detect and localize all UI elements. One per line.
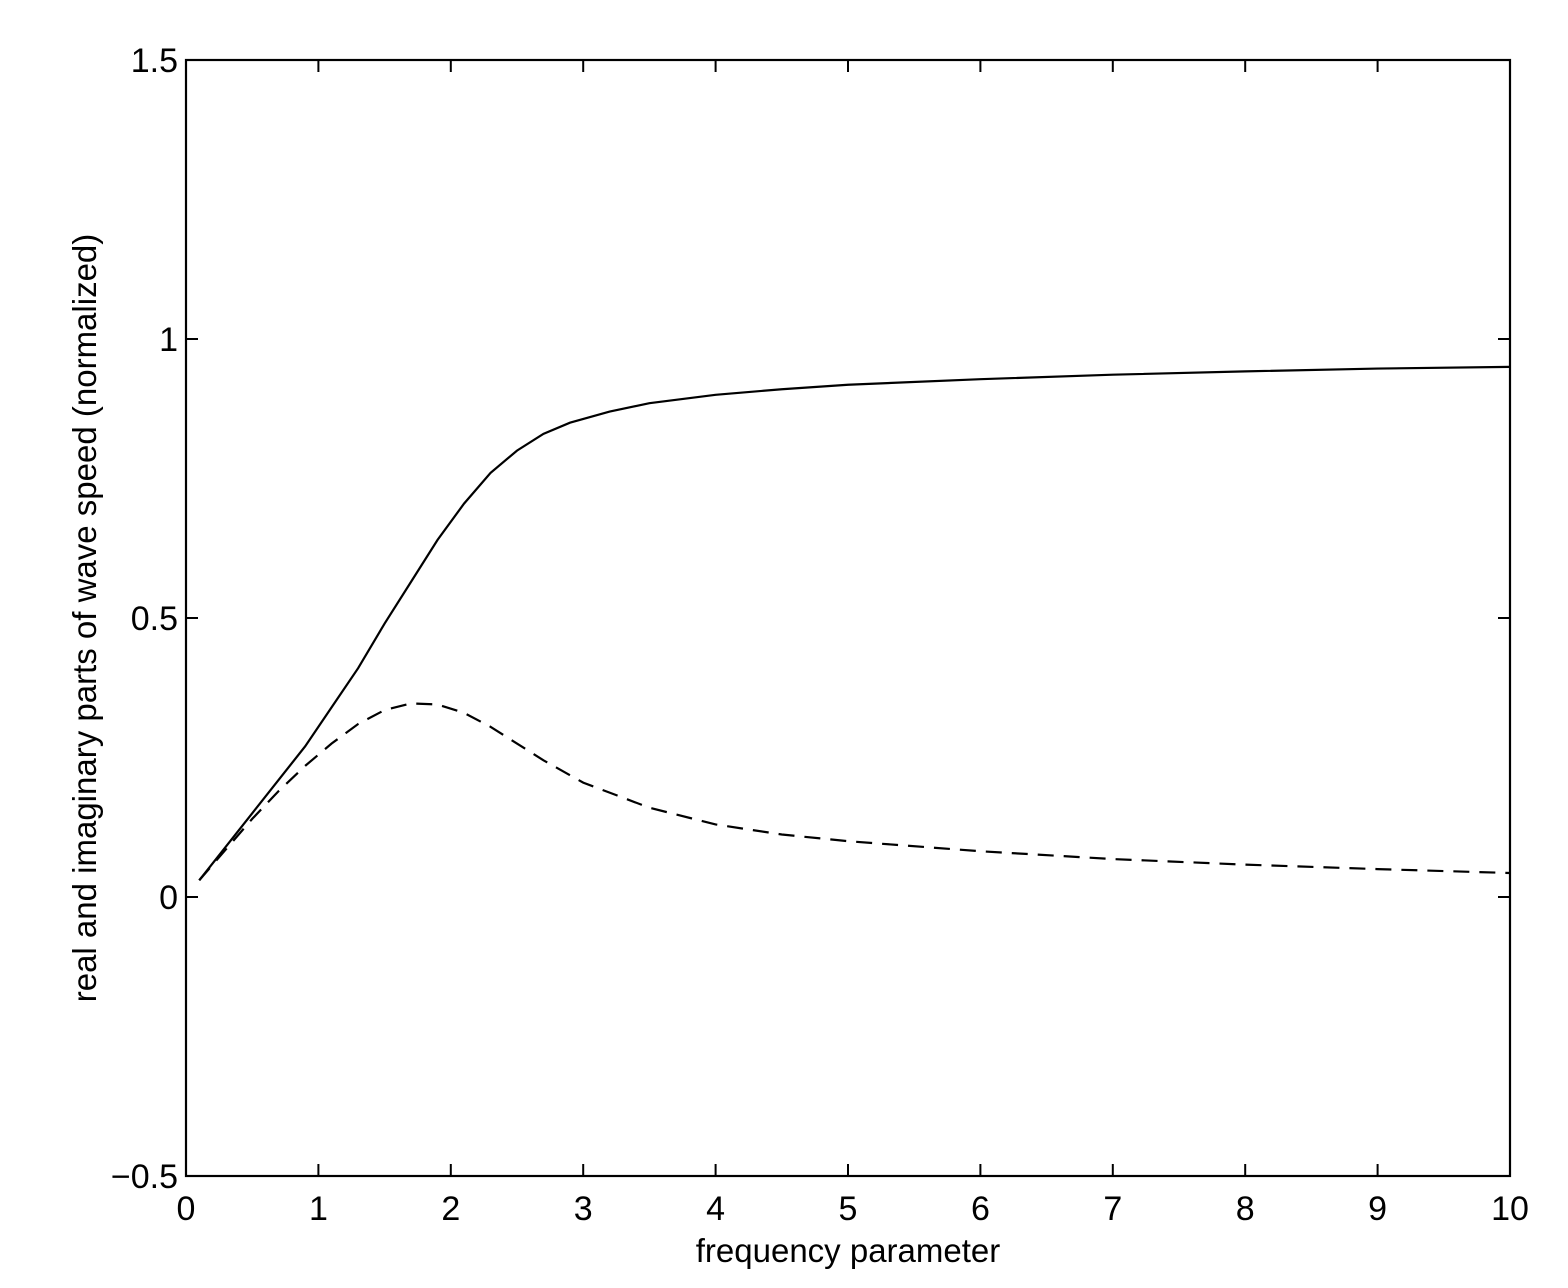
x-tick-label: 1 — [309, 1190, 328, 1228]
x-tick-label: 2 — [441, 1190, 460, 1228]
y-tick-label: 0.5 — [131, 600, 178, 638]
x-tick-label: 4 — [706, 1190, 725, 1228]
x-tick-label: 10 — [1491, 1190, 1529, 1228]
x-axis-label: frequency parameter — [696, 1232, 1001, 1269]
x-tick-label: 7 — [1103, 1190, 1122, 1228]
solid-series-line — [198, 365, 1511, 881]
dashed-series-line — [198, 702, 1511, 881]
x-tick-label: 8 — [1236, 1190, 1255, 1228]
y-tick-label: 1 — [159, 321, 178, 359]
plot-frame — [184, 58, 1512, 1178]
x-tick-label: 3 — [574, 1190, 593, 1228]
x-tick-label: 6 — [971, 1190, 990, 1228]
y-tick-label: 1.5 — [131, 42, 178, 80]
y-tick-label: 0 — [159, 879, 178, 917]
axis-ticks — [185, 59, 1511, 1177]
x-tick-label: 0 — [177, 1190, 196, 1228]
x-tick-label: 9 — [1368, 1190, 1387, 1228]
x-tick-labels: 0 1 2 3 4 5 6 7 8 9 10 — [177, 1190, 1529, 1228]
y-axis-label: real and imaginary parts of wave speed (… — [66, 234, 103, 1003]
y-tick-labels: −0.5 0 0.5 1 1.5 — [111, 42, 178, 1196]
y-tick-label: −0.5 — [111, 1158, 178, 1196]
x-tick-label: 5 — [839, 1190, 858, 1228]
series-group — [198, 365, 1511, 881]
